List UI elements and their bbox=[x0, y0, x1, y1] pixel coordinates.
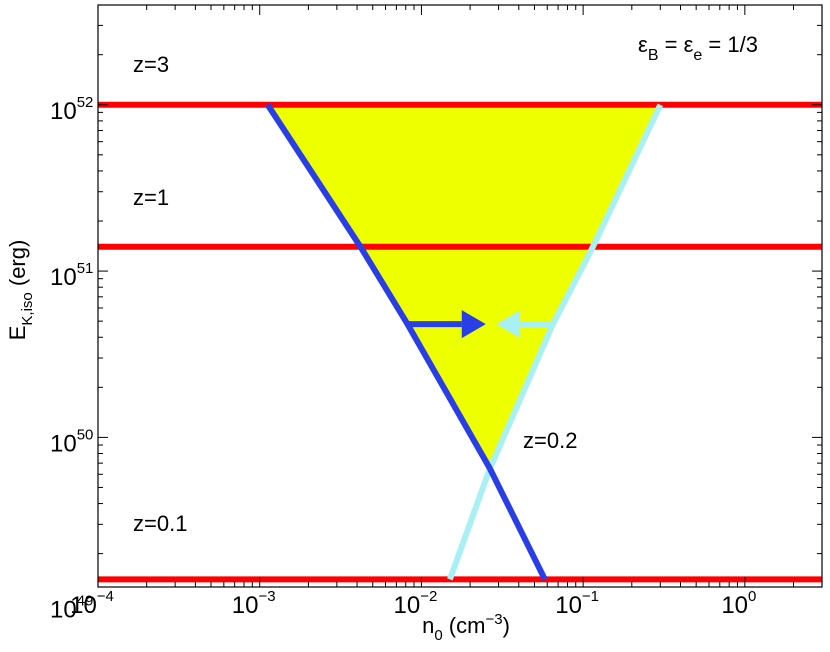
annotation-z1: z=1 bbox=[133, 185, 169, 210]
annotation-epsilon: εB = εe = 1/3 bbox=[638, 32, 758, 64]
x-tick-label-1: 10−3 bbox=[232, 588, 276, 619]
plot-area bbox=[97, 4, 823, 588]
y-tick-label-2: 1051 bbox=[50, 260, 93, 291]
y-tick-label-0: 1049 bbox=[50, 593, 93, 624]
x-tick-label-0: 10−4 bbox=[70, 588, 114, 619]
allowed-region bbox=[267, 104, 661, 469]
x-tick-label-2: 10−2 bbox=[394, 588, 438, 619]
tick-marks bbox=[97, 5, 823, 587]
annotation-z02: z=0.2 bbox=[523, 428, 577, 453]
x-axis-title: n0 (cm−3) bbox=[422, 611, 510, 644]
x-tick-label-4: 100 bbox=[721, 588, 756, 619]
y-axis-title: EK,iso (erg) bbox=[5, 240, 36, 341]
annotation-z01: z=0.1 bbox=[133, 511, 187, 536]
y-tick-label-1: 1050 bbox=[50, 426, 93, 457]
arrow-head-1 bbox=[461, 310, 486, 339]
y-tick-label-3: 1052 bbox=[50, 94, 93, 125]
plot-frame bbox=[97, 4, 823, 588]
tick-labels: 10−4 10−3 10−2 10−1 100 1049 1050 1051 1052 bbox=[50, 94, 756, 624]
annotation-z3: z=3 bbox=[133, 52, 169, 77]
arrow-head-2 bbox=[496, 310, 521, 339]
series-line-2 bbox=[447, 103, 664, 581]
x-tick-label-3: 10−1 bbox=[555, 588, 599, 619]
